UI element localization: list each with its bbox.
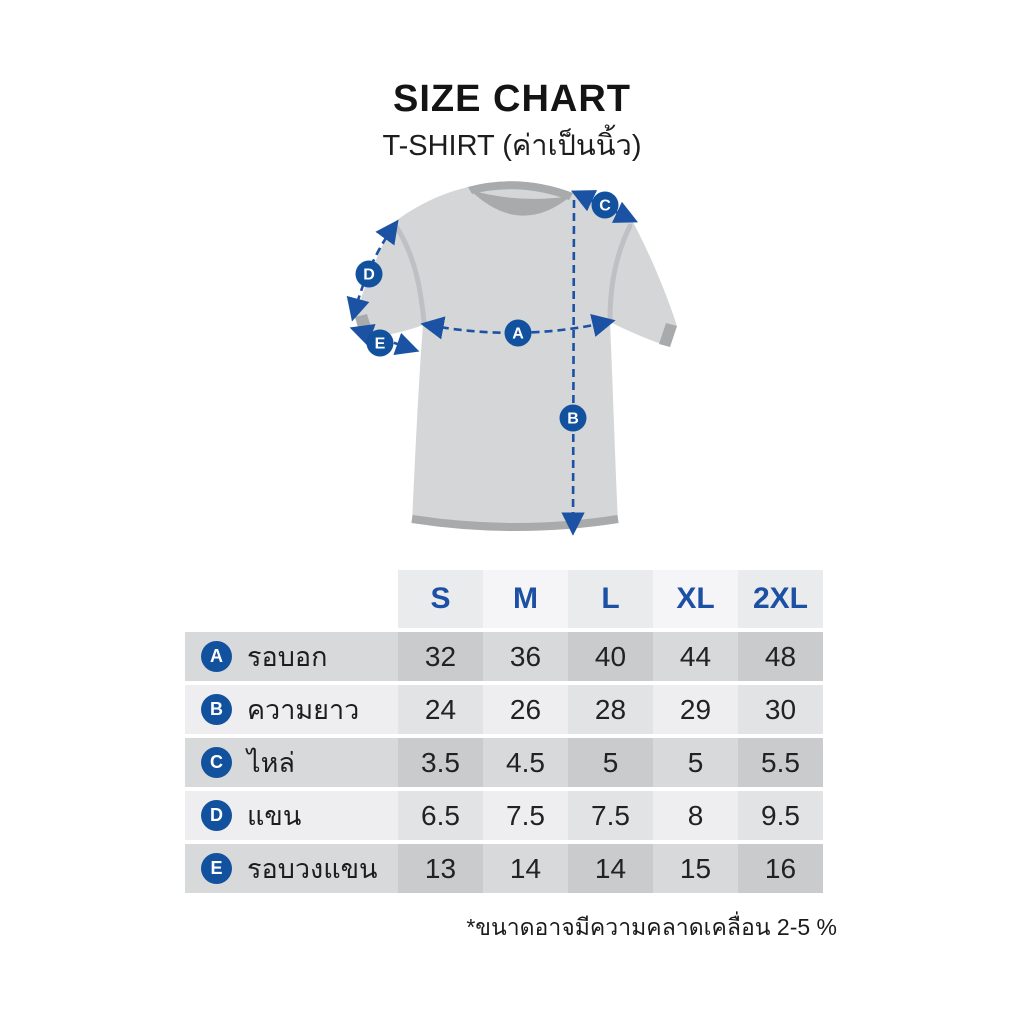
measure-badge-A-letter: A — [512, 326, 524, 343]
table-cell: 36 — [483, 632, 568, 681]
row-badge-d: D — [201, 800, 232, 831]
row-label-chest: A รอบอก — [185, 632, 398, 681]
table-cell: 7.5 — [568, 791, 653, 840]
row-badge-c: C — [201, 747, 232, 778]
table-cell: 9.5 — [738, 791, 823, 840]
row-badge-b: B — [201, 694, 232, 725]
table-cell: 28 — [568, 685, 653, 734]
row-badge-a: A — [201, 641, 232, 672]
table-corner — [185, 570, 398, 628]
row-label-sleeve-text: แขน — [247, 801, 302, 831]
page-subtitle: T-SHIRT (ค่าเป็นนิ้ว) — [382, 130, 642, 162]
row-label-shoulder-text: ไหล่ — [247, 748, 295, 778]
row-label-armhole-text: รอบวงแขน — [247, 854, 378, 884]
table-cell: 40 — [568, 632, 653, 681]
tshirt-illustration: A B C D E — [346, 181, 677, 536]
table-cell: 5 — [653, 738, 738, 787]
table-cell: 15 — [653, 844, 738, 893]
table-cell: 8 — [653, 791, 738, 840]
table-cell: 48 — [738, 632, 823, 681]
measure-badge-C: C — [591, 191, 619, 219]
tshirt-body — [355, 181, 677, 530]
measure-badge-B: B — [559, 404, 587, 432]
table-cell: 29 — [653, 685, 738, 734]
measure-badge-D-letter: D — [363, 267, 375, 284]
collar-back-trim — [468, 181, 573, 200]
row-label-armhole: E รอบวงแขน — [185, 844, 398, 893]
row-label-chest-text: รอบอก — [247, 642, 328, 672]
table-cell: 7.5 — [483, 791, 568, 840]
row-label-shoulder: C ไหล่ — [185, 738, 398, 787]
col-header-m: M — [483, 570, 568, 628]
row-label-length-text: ความยาว — [247, 695, 360, 725]
table-cell: 44 — [653, 632, 738, 681]
measure-badge-B-letter: B — [567, 411, 579, 428]
col-header-l: L — [568, 570, 653, 628]
table-cell: 5.5 — [738, 738, 823, 787]
table-cell: 32 — [398, 632, 483, 681]
hem-trim — [411, 515, 619, 531]
table-cell: 26 — [483, 685, 568, 734]
col-header-xl: XL — [653, 570, 738, 628]
table-cell: 30 — [738, 685, 823, 734]
row-label-sleeve: D แขน — [185, 791, 398, 840]
measure-badge-A: A — [504, 319, 532, 347]
measure-arrow-B — [561, 199, 585, 536]
row-badge-e: E — [201, 853, 232, 884]
measure-badge-E: E — [366, 329, 394, 357]
size-table: S M L XL 2XL A รอบอก 32 36 40 44 48 B คว… — [185, 570, 823, 893]
table-cell: 14 — [483, 844, 568, 893]
right-cuff-trim — [659, 323, 677, 347]
table-cell: 13 — [398, 844, 483, 893]
table-cell: 14 — [568, 844, 653, 893]
measure-badge-E-letter: E — [375, 336, 386, 353]
table-cell: 3.5 — [398, 738, 483, 787]
table-cell: 6.5 — [398, 791, 483, 840]
page-title: SIZE CHART — [393, 78, 631, 120]
tshirt-measurement-diagram: A B C D E — [320, 160, 720, 560]
tolerance-footnote: *ขนาดอาจมีความคลาดเคลื่อน 2-5 % — [466, 914, 837, 940]
col-header-s: S — [398, 570, 483, 628]
row-label-length: B ความยาว — [185, 685, 398, 734]
collar-front-trim — [470, 190, 571, 216]
measure-badge-D: D — [355, 260, 383, 288]
left-sleeve-seam — [394, 225, 427, 325]
table-cell: 4.5 — [483, 738, 568, 787]
col-header-2xl: 2XL — [738, 570, 823, 628]
table-cell: 5 — [568, 738, 653, 787]
table-cell: 24 — [398, 685, 483, 734]
right-sleeve-seam — [607, 223, 633, 322]
measure-badge-C-letter: C — [599, 198, 611, 215]
table-cell: 16 — [738, 844, 823, 893]
